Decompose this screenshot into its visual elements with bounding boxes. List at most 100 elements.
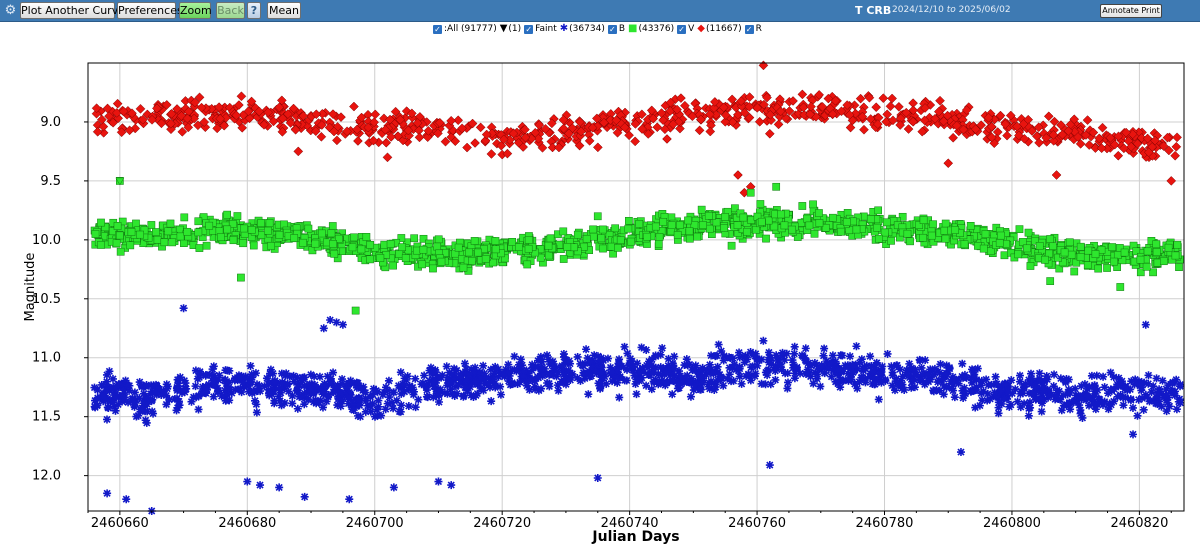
point-v bbox=[1136, 268, 1145, 277]
point-v bbox=[366, 240, 375, 249]
point-b bbox=[872, 358, 881, 367]
point-b bbox=[552, 372, 561, 381]
point-b bbox=[213, 387, 222, 396]
point-b bbox=[1119, 401, 1128, 410]
v-checkbox[interactable]: ✓ bbox=[677, 24, 687, 34]
point-v bbox=[180, 213, 189, 222]
point-b bbox=[649, 368, 658, 377]
point-b bbox=[1172, 375, 1181, 384]
point-b bbox=[298, 373, 307, 382]
point-b bbox=[264, 380, 273, 389]
point-b bbox=[714, 340, 723, 349]
point-b bbox=[162, 391, 171, 400]
point-b bbox=[389, 404, 398, 413]
y-tick-label: 10.5 bbox=[32, 292, 61, 307]
back-button[interactable]: Back bbox=[216, 2, 245, 19]
point-v bbox=[1152, 240, 1161, 249]
point-b bbox=[352, 383, 361, 392]
point-b bbox=[559, 349, 568, 358]
point-b bbox=[300, 381, 309, 390]
point-b bbox=[277, 369, 286, 378]
point-v bbox=[887, 236, 895, 245]
point-b bbox=[276, 388, 285, 397]
point-v bbox=[419, 245, 428, 254]
point-r bbox=[1012, 121, 1022, 132]
point-b bbox=[477, 373, 486, 382]
point-b bbox=[274, 384, 283, 393]
x-tick-label: 2460740 bbox=[601, 516, 659, 531]
point-b bbox=[935, 368, 944, 377]
point-b bbox=[766, 380, 775, 389]
annotate-print-button[interactable]: Annotate Print bbox=[1100, 4, 1162, 18]
point-b bbox=[1069, 398, 1078, 407]
point-b bbox=[1080, 380, 1089, 389]
point-r bbox=[92, 126, 103, 137]
point-b bbox=[467, 365, 476, 374]
point-b bbox=[143, 407, 152, 416]
point-b bbox=[780, 356, 789, 365]
y-tick-label: 9.0 bbox=[40, 115, 61, 130]
help-button[interactable]: ? bbox=[247, 2, 261, 19]
x-tick-label: 2460780 bbox=[856, 516, 914, 531]
point-r bbox=[457, 123, 467, 134]
point-b bbox=[338, 375, 347, 384]
point-b bbox=[833, 379, 842, 388]
point-b bbox=[803, 365, 812, 374]
point-r bbox=[637, 124, 647, 134]
preferences-button[interactable]: Preferences bbox=[117, 2, 183, 19]
point-v bbox=[941, 219, 950, 228]
faint-checkbox[interactable]: ✓ bbox=[524, 24, 534, 34]
point-v bbox=[164, 227, 173, 236]
point-r bbox=[135, 103, 146, 114]
b-checkbox[interactable]: ✓ bbox=[607, 24, 617, 34]
point-r bbox=[403, 125, 414, 136]
mean-button[interactable]: Mean bbox=[267, 2, 301, 19]
point-r bbox=[498, 134, 509, 145]
point-b bbox=[926, 365, 935, 374]
point-b bbox=[683, 371, 692, 380]
point-b bbox=[868, 367, 877, 376]
point-r bbox=[393, 131, 403, 142]
point-b bbox=[619, 363, 628, 372]
point-b bbox=[759, 336, 768, 345]
point-r-outlier bbox=[382, 152, 393, 163]
point-b bbox=[896, 365, 905, 374]
point-b bbox=[867, 361, 876, 370]
point-r bbox=[754, 116, 765, 127]
point-b bbox=[456, 376, 465, 385]
point-b bbox=[848, 360, 857, 369]
point-r bbox=[231, 110, 242, 121]
point-b bbox=[705, 360, 714, 369]
point-r-outlier bbox=[293, 146, 304, 157]
point-b bbox=[622, 376, 631, 385]
all-checkbox[interactable]: ✓ bbox=[433, 24, 442, 34]
r-checkbox[interactable]: ✓ bbox=[744, 24, 754, 34]
point-b bbox=[198, 389, 207, 398]
settings-gear-icon[interactable]: ⚙ bbox=[4, 3, 17, 18]
point-b bbox=[138, 404, 147, 413]
point-b bbox=[334, 394, 343, 403]
plot-another-curve-button[interactable]: Plot Another Curve bbox=[20, 2, 125, 19]
point-b bbox=[142, 381, 151, 390]
point-v bbox=[1164, 243, 1173, 252]
point-b bbox=[104, 404, 113, 413]
point-b bbox=[519, 367, 528, 376]
point-b bbox=[719, 356, 728, 365]
zoom-button[interactable]: Zoom bbox=[179, 2, 212, 19]
point-b bbox=[586, 357, 595, 366]
point-r bbox=[214, 102, 224, 112]
point-b bbox=[558, 361, 567, 370]
point-b bbox=[1140, 378, 1149, 387]
point-b bbox=[215, 371, 224, 380]
x-tick-label: 2460760 bbox=[728, 516, 786, 531]
point-r bbox=[1170, 150, 1180, 161]
point-r bbox=[908, 105, 919, 116]
point-b bbox=[319, 382, 328, 391]
point-v bbox=[1110, 257, 1118, 266]
point-r bbox=[709, 103, 719, 113]
point-r bbox=[1041, 133, 1052, 143]
plot-frame bbox=[87, 62, 1185, 512]
point-b bbox=[772, 351, 781, 360]
point-v bbox=[793, 233, 802, 241]
